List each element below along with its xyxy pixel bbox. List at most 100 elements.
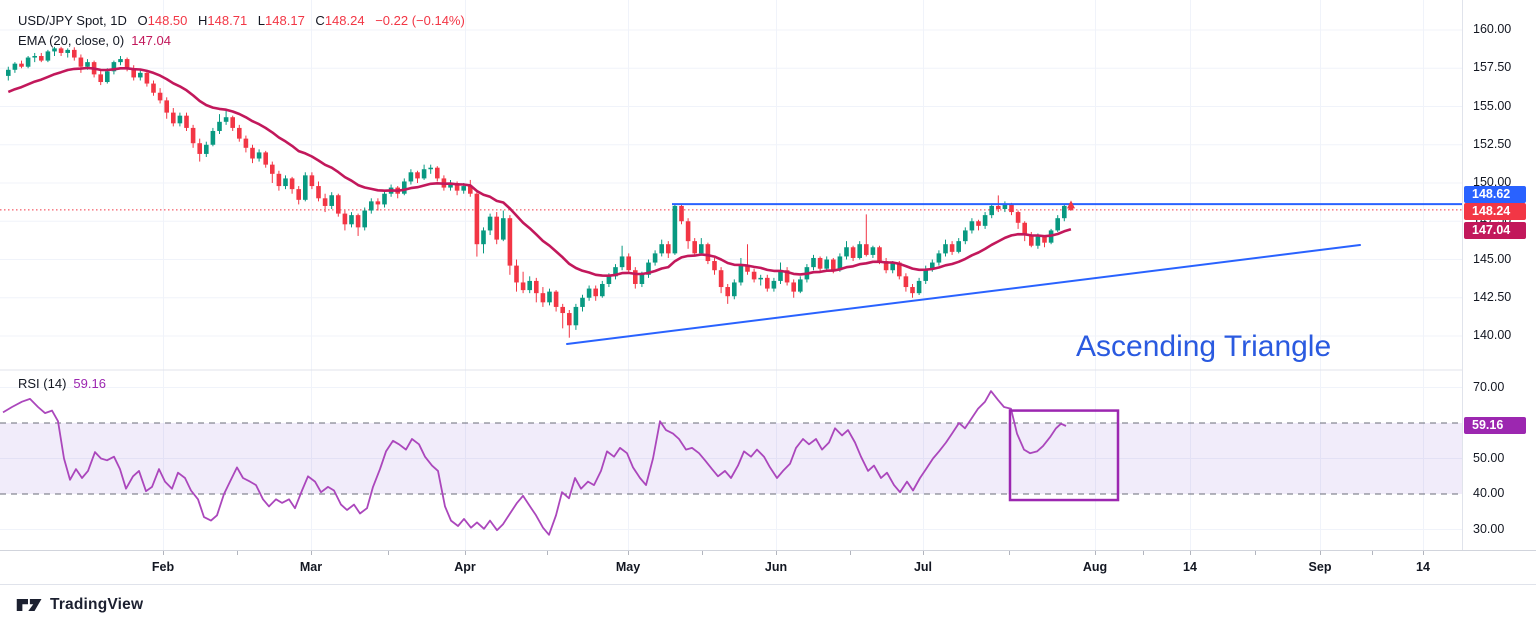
time-tickmark: [1371, 551, 1373, 555]
candle-body: [639, 274, 645, 284]
candle-body: [850, 247, 856, 258]
candle-body: [817, 257, 823, 269]
time-tickmark: [923, 551, 924, 555]
candle-body: [652, 253, 658, 263]
candle-body: [210, 130, 216, 145]
candle-body: [243, 138, 249, 148]
candle-body: [375, 201, 381, 205]
candle-body: [111, 62, 117, 72]
rsi-label: RSI (14): [18, 376, 67, 391]
candle-body: [402, 181, 407, 194]
high-label: H: [198, 13, 208, 28]
candle-body: [415, 172, 420, 179]
rsi-highlight-box: [1008, 409, 1120, 502]
candle-body: [1042, 236, 1047, 243]
candle-body: [1035, 236, 1041, 246]
time-tickmark: [546, 551, 548, 555]
price-axis[interactable]: 160.00 157.50 155.00 152.50 150.00 147.50 145.…: [1462, 0, 1536, 585]
candle-body: [454, 183, 460, 191]
candle-body: [124, 59, 130, 69]
time-tickmark: [1009, 551, 1010, 555]
candle-body: [481, 230, 486, 245]
time-tickmark: [311, 551, 312, 555]
ascending-trendline: [566, 244, 1361, 345]
candle-body: [798, 279, 803, 292]
candle-body: [19, 63, 24, 67]
candle-body: [936, 253, 942, 263]
rsi-tick-label: 50.00: [1473, 450, 1505, 465]
candle-body: [85, 62, 90, 67]
candle-body: [303, 175, 308, 200]
candle-body: [897, 262, 902, 277]
candle-body: [105, 71, 110, 83]
candle-body: [72, 49, 77, 58]
rsi-legend[interactable]: RSI (14) 59.16: [18, 376, 106, 391]
candle-body: [679, 205, 684, 222]
candle-body: [732, 282, 737, 297]
candle-body: [342, 213, 348, 225]
time-tickmark: [776, 551, 777, 555]
candle-body: [646, 262, 651, 275]
price-tick-label: 150.00: [1473, 175, 1512, 189]
candle-body: [560, 306, 565, 314]
candle-body: [204, 144, 209, 154]
candle-body: [131, 68, 136, 78]
close-label: C: [315, 13, 325, 28]
candle-body: [32, 56, 37, 58]
candle-body: [138, 72, 143, 78]
ema-value: 147.04: [131, 33, 171, 48]
candle-body: [223, 117, 229, 122]
candle-body: [600, 283, 605, 297]
candle-body: [586, 288, 592, 298]
candle-body: [52, 48, 57, 52]
chart-canvas[interactable]: [0, 0, 1462, 585]
candle-body: [976, 221, 981, 226]
price-tag-148.24: 148.24: [1464, 203, 1526, 221]
candle-body: [699, 244, 704, 254]
candle-body: [157, 92, 163, 101]
time-tickmark: [163, 551, 164, 555]
time-axis[interactable]: Feb Mar Apr May Jun Jul Aug 14 Sep 14: [0, 550, 1536, 585]
candle-body: [6, 69, 11, 76]
candle-body: [903, 276, 909, 288]
candle-body: [606, 276, 612, 284]
candle-body: [547, 291, 552, 303]
time-tickmark: [702, 551, 703, 555]
candle-body: [619, 256, 625, 268]
price-tick-label: 155.00: [1473, 98, 1512, 113]
candle-body: [237, 127, 242, 139]
candle-body: [289, 178, 295, 190]
candle-body: [369, 201, 374, 211]
candle-body: [626, 256, 631, 271]
candle-body: [877, 247, 882, 262]
ema-legend[interactable]: EMA (20, close, 0) 147.04: [18, 33, 171, 48]
candle-body: [421, 169, 427, 179]
symbol-legend[interactable]: USD/JPY Spot, 1D O148.50 H148.71 L148.17…: [18, 13, 465, 28]
candle-body: [316, 186, 321, 199]
candle-body: [989, 205, 994, 216]
price-tick-label: 140.00: [1473, 328, 1512, 342]
candle-body: [969, 221, 975, 231]
low-label: L: [257, 13, 266, 28]
ema-label: EMA (20, close, 0): [18, 33, 125, 48]
candle-body: [751, 271, 757, 280]
rsi-band: [0, 423, 1462, 494]
candle-body: [666, 244, 671, 254]
candle-body: [949, 244, 955, 252]
price-tag-147.04: 147.04: [1464, 221, 1526, 239]
pattern-annotation-text[interactable]: Ascending Triangle: [1076, 330, 1332, 363]
time-tickmark: [1255, 551, 1256, 555]
time-tickmark: [1423, 551, 1424, 555]
open-value: 148.50: [147, 13, 188, 28]
price-tick-label: 160.00: [1473, 22, 1512, 36]
tradingview-logo-icon: [16, 599, 42, 611]
tradingview-logo[interactable]: TradingView: [16, 596, 143, 614]
ema-line: [7, 66, 1072, 277]
candle-body: [910, 287, 915, 294]
candle-body: [540, 293, 546, 303]
candle-body: [811, 257, 816, 268]
candle-body: [468, 186, 473, 194]
rsi-tick-label: 40.00: [1473, 486, 1505, 500]
time-tickmark: [1320, 551, 1321, 555]
